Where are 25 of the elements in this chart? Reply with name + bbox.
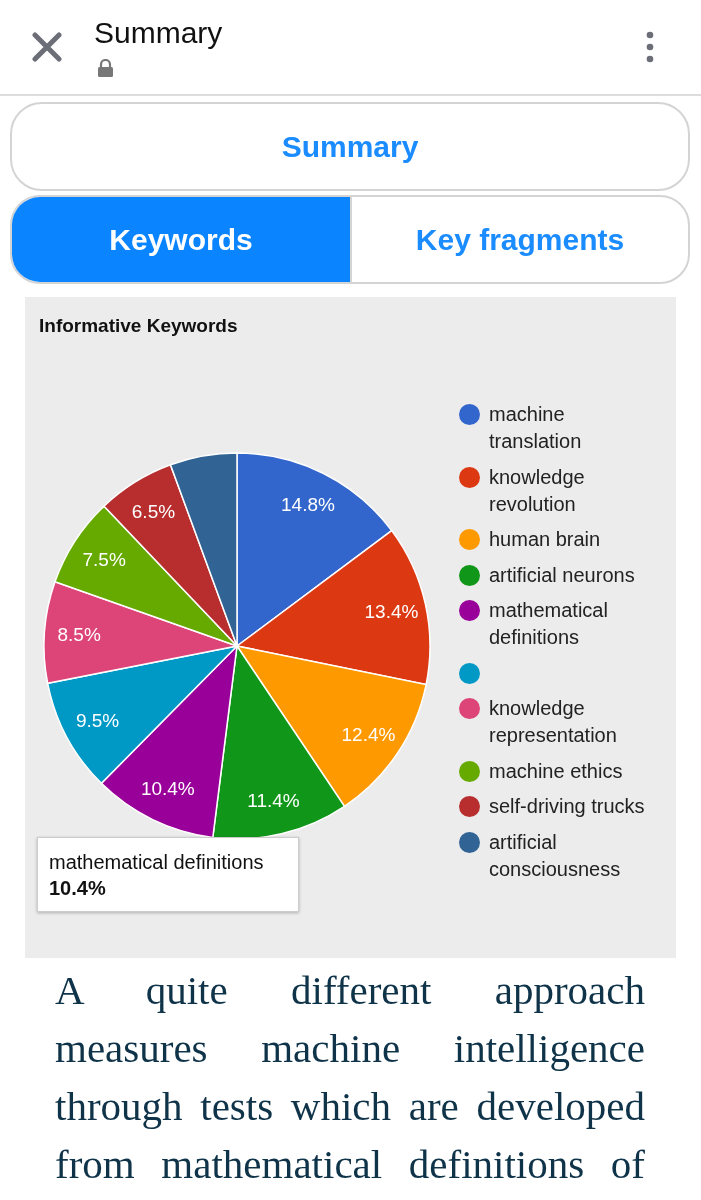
text: Summary bbox=[94, 16, 223, 50]
data-label: 9.5% bbox=[75, 710, 120, 732]
legend-label: artificial neurons bbox=[489, 562, 636, 588]
tooltip-box: mathematical definitions 10.4% bbox=[37, 837, 299, 912]
data-label: 13.4% bbox=[364, 600, 419, 622]
text: A quite different approach measures machine intelligence through tests which are developed from mathematical definitions of bbox=[55, 966, 645, 1189]
data-label: 11.4% bbox=[247, 789, 300, 811]
legend-label: machine ethics bbox=[489, 758, 624, 784]
legend-label: mathematical definitions bbox=[489, 598, 609, 650]
legend-label: knowledge revolution bbox=[489, 464, 586, 517]
chart-title: Informative Keywords bbox=[39, 315, 238, 337]
data-label: 7.5% bbox=[82, 549, 126, 571]
data-label: 14.8% bbox=[281, 494, 335, 516]
data-label: 6.5% bbox=[131, 501, 176, 523]
legend-label: self-driving trucks bbox=[489, 794, 646, 819]
legend-label: knowledge representation bbox=[489, 696, 618, 748]
legend-label: human brain bbox=[489, 527, 602, 552]
legend-label: machine translation bbox=[489, 402, 583, 454]
tab: Key fragments bbox=[350, 197, 688, 282]
legend-label: artificial consciousness bbox=[489, 829, 622, 882]
data-label: 12.4% bbox=[341, 723, 396, 745]
button: Summary bbox=[10, 102, 690, 191]
data-label: 8.5% bbox=[57, 624, 101, 646]
data-label: 10.4% bbox=[140, 777, 195, 799]
tab-selected: Keywords bbox=[12, 197, 350, 282]
